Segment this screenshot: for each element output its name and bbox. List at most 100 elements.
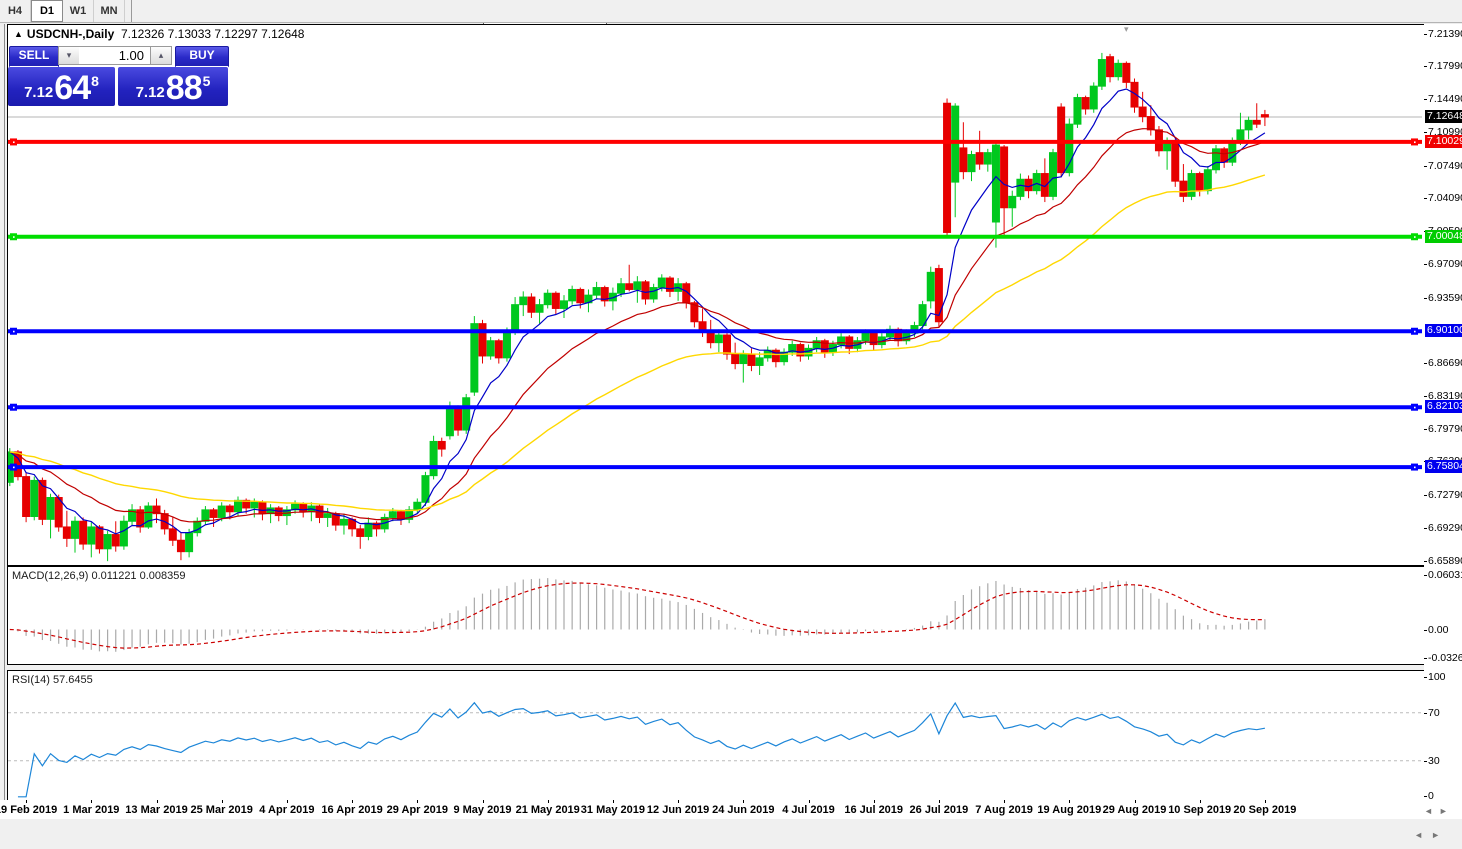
date-tick (938, 800, 940, 803)
date-tick (612, 800, 614, 803)
date-tick (873, 800, 875, 803)
axis-tick (1424, 428, 1427, 430)
volume-input[interactable] (79, 46, 150, 65)
price-tick-label: 7.14490 (1428, 93, 1462, 106)
horizontal-scroll-arrows[interactable]: ◄► (1424, 806, 1454, 816)
price-tick-label: 6.79790 (1428, 422, 1462, 435)
price-tick-label: 7.17990 (1428, 59, 1462, 72)
timeframe-mn[interactable]: MN (94, 0, 125, 22)
timeframe-d1[interactable]: D1 (31, 0, 63, 22)
price-axis[interactable]: 7.213907.179907.144907.109907.074907.040… (1424, 24, 1462, 819)
date-label: 12 Jun 2019 (646, 804, 710, 816)
tab-scroll-arrows[interactable]: ◄► (1414, 830, 1448, 840)
axis-tick (1424, 560, 1427, 562)
price-badge: 6.90100 (1425, 324, 1462, 338)
sell-button[interactable]: SELL (9, 46, 59, 68)
price-tick-label: 6.69290 (1428, 522, 1462, 535)
price-tick-label: 7.04090 (1428, 191, 1462, 204)
date-tick (808, 800, 810, 803)
sell-price-big: 64 (54, 69, 91, 107)
date-tick (678, 800, 680, 803)
timeframe-w1[interactable]: W1 (63, 0, 94, 22)
chart-symbol: USDCNH-,Daily (26, 27, 115, 41)
macd-chart[interactable] (8, 567, 1422, 662)
toolbar-separator (127, 0, 132, 22)
date-label: 7 Aug 2019 (975, 804, 1033, 816)
timeframe-h4[interactable]: H4 (0, 0, 31, 22)
axis-tick (1424, 396, 1427, 398)
macd-axis-label: 0.060317 (1428, 569, 1462, 581)
date-tick (547, 800, 549, 803)
date-tick (1069, 800, 1071, 803)
buy-price-big: 88 (165, 69, 203, 107)
axis-tick (1424, 575, 1427, 576)
chart-shift-marker-icon[interactable]: ▾ (1124, 24, 1129, 34)
date-tick (1134, 800, 1136, 803)
date-tick (1199, 800, 1201, 803)
price-tick-label: 6.86690 (1428, 357, 1462, 370)
price-tick-label: 6.65890 (1428, 554, 1462, 567)
rsi-pane[interactable] (7, 670, 1425, 801)
axis-tick (1424, 677, 1427, 678)
date-axis[interactable]: 19 Feb 2019 1 Mar 2019 13 Mar 2019 25 Mar 2… (0, 800, 1424, 819)
date-label: 9 May 2019 (453, 804, 512, 816)
axis-tick (1424, 495, 1427, 497)
date-label: 29 Aug 2019 (1102, 804, 1167, 816)
date-tick (156, 800, 158, 803)
date-tick (352, 800, 354, 803)
sell-price-prefix: 7.12 (24, 84, 54, 101)
rsi-axis-label: 30 (1428, 755, 1440, 767)
macd-axis-label: 0.00 (1428, 624, 1449, 636)
chart-title: ▲ USDCNH-,Daily 7.12326 7.13033 7.12297 7… (14, 27, 304, 41)
date-tick (743, 800, 745, 803)
date-label: 26 Jul 2019 (909, 804, 969, 816)
date-tick (286, 800, 288, 803)
axis-tick (1424, 197, 1427, 199)
macd-label: MACD(12,26,9) 0.011221 0.008359 (12, 570, 186, 582)
candlestick-chart[interactable] (8, 25, 1422, 563)
axis-tick (1424, 713, 1427, 714)
date-label: 4 Jul 2019 (782, 804, 835, 816)
buy-price-button[interactable]: 7.12 88 5 (118, 67, 228, 106)
date-label: 1 Mar 2019 (63, 804, 120, 816)
collapse-triangle-icon[interactable]: ▲ (14, 29, 23, 39)
axis-tick (1424, 99, 1427, 101)
rsi-axis-label: 70 (1428, 707, 1440, 719)
date-label: 10 Sep 2019 (1168, 804, 1232, 816)
price-badge: 7.12648 (1425, 110, 1462, 124)
axis-tick (1424, 630, 1427, 631)
date-tick (1264, 800, 1266, 803)
date-label: 4 Apr 2019 (259, 804, 315, 816)
price-tick-label: 6.93590 (1428, 291, 1462, 304)
rsi-chart[interactable] (8, 671, 1422, 798)
volume-increase-button[interactable]: ▴ (150, 46, 172, 65)
axis-tick (1424, 165, 1427, 167)
date-label: 19 Aug 2019 (1037, 804, 1102, 816)
axis-tick (1424, 33, 1427, 35)
axis-tick (1424, 297, 1427, 299)
price-badge: 7.10029 (1425, 134, 1462, 148)
date-tick (91, 800, 93, 803)
buy-price-prefix: 7.12 (135, 84, 165, 101)
buy-button[interactable]: BUY (175, 46, 229, 68)
axis-tick (1424, 528, 1427, 530)
price-badge: 6.75804 (1425, 460, 1462, 474)
sell-price-pip: 8 (91, 73, 99, 89)
price-tick-label: 6.83190 (1428, 390, 1462, 403)
axis-tick (1424, 132, 1427, 134)
sell-price-button[interactable]: 7.12 64 8 (8, 67, 115, 106)
chart-ohlc-values: 7.12326 7.13033 7.12297 7.12648 (120, 27, 305, 41)
price-chart-pane[interactable] (7, 24, 1425, 566)
date-tick (482, 800, 484, 803)
window-edge (4, 24, 5, 819)
price-tick-label: 6.97090 (1428, 258, 1462, 271)
price-badge: 7.00048 (1425, 229, 1462, 243)
axis-tick (1424, 796, 1427, 797)
price-tick-label: 6.72790 (1428, 489, 1462, 502)
price-tick-label: 7.21390 (1428, 27, 1462, 40)
macd-pane[interactable] (7, 566, 1425, 665)
date-label: 25 Mar 2019 (190, 804, 253, 816)
volume-decrease-button[interactable]: ▾ (58, 46, 80, 65)
date-label: 19 Feb 2019 (0, 804, 58, 816)
axis-tick (1424, 658, 1427, 659)
